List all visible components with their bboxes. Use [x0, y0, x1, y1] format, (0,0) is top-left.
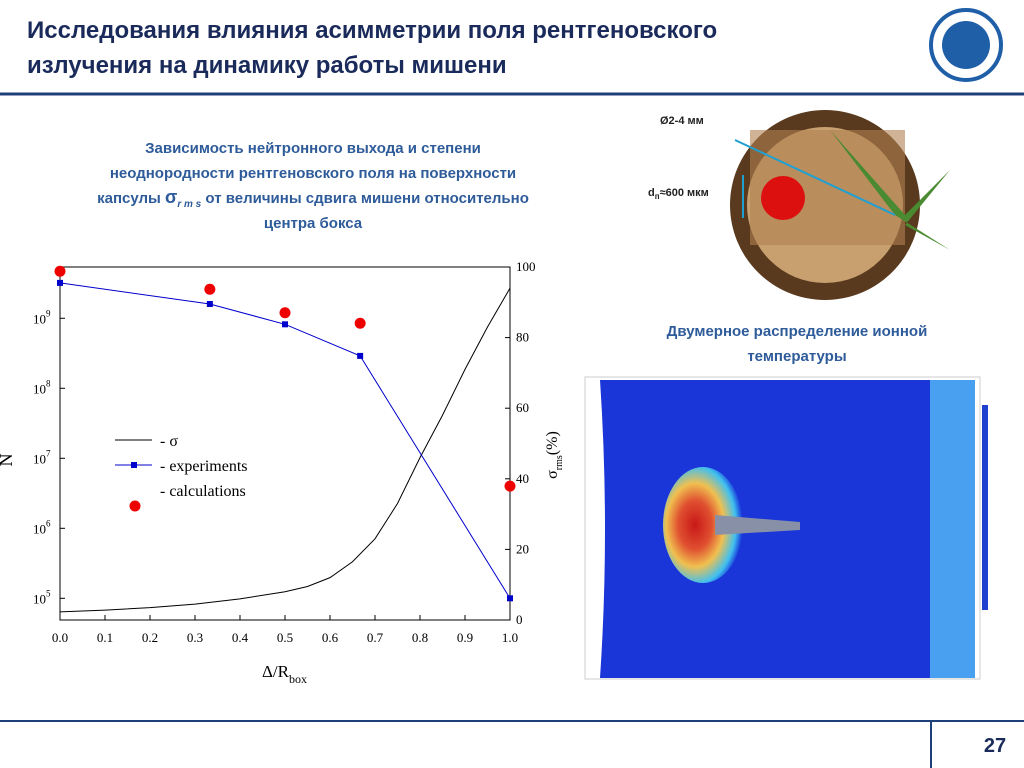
map-edge	[930, 380, 975, 678]
x-tick-label: 0.7	[367, 630, 384, 645]
y2-tick-label: 60	[516, 400, 529, 415]
x-tick-label: 0.5	[277, 630, 293, 645]
y2-tick-label: 100	[516, 259, 536, 274]
x-tick-label: 0.2	[142, 630, 158, 645]
marker	[504, 480, 516, 492]
x-axis-label: Δ/Rbox	[262, 662, 307, 686]
x-tick-label: 0.3	[187, 630, 203, 645]
plot-frame	[59, 266, 511, 621]
legend-marker	[129, 500, 141, 512]
label-part: d	[648, 187, 655, 199]
label-sub: п	[655, 192, 660, 201]
colorbar	[982, 405, 988, 610]
marker	[206, 300, 213, 307]
title: Исследования влияния асимметрии поля рен…	[27, 17, 717, 44]
caption: Зависимость нейтронного выхода и степени…	[97, 140, 529, 232]
x-tick-label: 0.0	[52, 630, 68, 645]
y-tick-label: 109	[33, 308, 51, 326]
y-tick-label: 105	[33, 588, 51, 606]
x-tick-label: 0.6	[322, 630, 339, 645]
y-tick-label: 106	[33, 518, 51, 536]
x-tick-label: 1.0	[502, 630, 518, 645]
title: излучения на динамику работы мишени	[27, 52, 507, 79]
cone-shadow	[715, 515, 800, 535]
caption-line: Зависимость нейтронного выхода и степени	[145, 140, 481, 157]
x-label-sub: box	[289, 672, 307, 686]
x-tick-label: 0.1	[97, 630, 113, 645]
caption-line: неоднородности рентгеновского поля на по…	[110, 165, 516, 182]
y2-tick-label: 0	[516, 612, 523, 627]
y2-axis-label: σrms(%)	[544, 431, 565, 479]
y-tick-base: 10	[33, 381, 46, 396]
series-line	[59, 287, 511, 613]
caption-symbol: σ	[165, 187, 177, 207]
y-tick-exponent: 9	[46, 308, 51, 318]
y2-tick-label: 40	[516, 471, 529, 486]
y2-tick-label: 20	[516, 541, 529, 556]
heatmap-caption: температуры	[747, 348, 846, 365]
legend-label: - σ	[160, 433, 178, 450]
marker	[282, 321, 288, 328]
caption-line: капсулы σr m s от величины сдвига мишени…	[97, 187, 529, 210]
marker	[54, 265, 66, 277]
y-tick-exponent: 8	[46, 378, 51, 388]
y-tick-exponent: 7	[46, 448, 51, 458]
marker	[57, 279, 63, 286]
y-tick-exponent: 6	[46, 518, 51, 528]
marker	[354, 317, 366, 329]
y-tick-base: 10	[33, 451, 46, 466]
pointer	[734, 139, 896, 216]
y-tick-base: 10	[33, 521, 46, 536]
y-axis-label: N	[0, 454, 16, 467]
y-tick-exponent: 5	[46, 588, 51, 598]
label-part: ≈600 мкм	[660, 187, 709, 199]
marker	[204, 283, 216, 295]
page-number: 27	[984, 735, 1006, 757]
legend-label: - experiments	[160, 458, 248, 475]
legend-marker	[131, 462, 137, 468]
series-line	[59, 282, 511, 599]
marker	[279, 307, 291, 319]
legend-label: - calculations	[160, 483, 246, 500]
temperature-map	[584, 376, 988, 680]
marker	[507, 595, 513, 602]
y-tick-base: 10	[33, 591, 46, 606]
caption-text: капсулы	[97, 190, 165, 207]
x-tick-label: 0.4	[232, 630, 249, 645]
y2-label-suffix: (%)	[544, 431, 561, 455]
diameter-label: Ø2-4 мм	[660, 115, 704, 127]
logo-core	[942, 21, 990, 69]
heatmap-caption: Двумерное распределение ионной	[667, 323, 928, 340]
hot-region	[663, 467, 743, 583]
y-tick-base: 10	[33, 311, 46, 326]
y2-tick-label: 80	[516, 330, 529, 345]
target-ball	[761, 176, 805, 220]
caption-text: от величины сдвига мишени относительно	[201, 190, 529, 207]
chart: 0.0 0.1 0.2 0.3 0.4 0.5 0.6 0.7 0.8 0.9 1.01051061…	[0, 259, 565, 686]
y-tick-label: 108	[33, 378, 51, 396]
x-label-main: Δ/R	[262, 662, 290, 681]
caption-line: центра бокса	[264, 215, 363, 232]
capsule-diagram: Ø2-4 мм dп≈600 мкм	[648, 110, 950, 300]
y2-label-main: σ	[544, 470, 561, 479]
x-tick-label: 0.8	[412, 630, 428, 645]
y2-label-sub: rms	[554, 455, 565, 470]
caption-sub: r m s	[177, 199, 201, 210]
marker	[357, 352, 364, 359]
x-tick-label: 0.9	[457, 630, 473, 645]
thickness-label: dп≈600 мкм	[648, 187, 709, 201]
y-tick-label: 107	[33, 448, 51, 466]
